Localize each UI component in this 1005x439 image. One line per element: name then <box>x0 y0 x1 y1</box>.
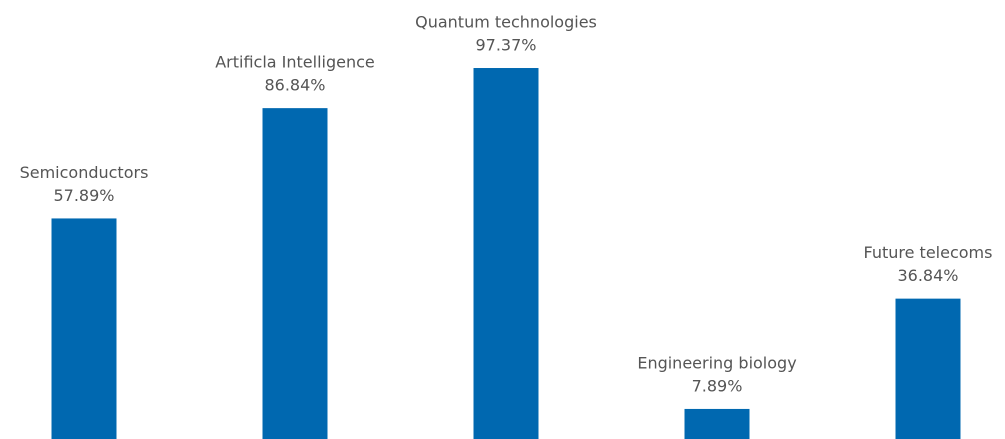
bar <box>684 408 750 439</box>
category-label: Quantum technologies <box>415 13 597 32</box>
category-label: Future telecoms <box>864 243 993 262</box>
bar <box>262 108 328 439</box>
value-label: 86.84% <box>264 76 325 95</box>
value-label: 97.37% <box>475 36 536 55</box>
category-label: Engineering biology <box>637 353 796 372</box>
bar <box>895 298 961 439</box>
category-label: Artificla Intelligence <box>215 53 375 72</box>
bar <box>51 218 117 439</box>
category-label: Semiconductors <box>20 163 149 182</box>
value-label: 7.89% <box>692 376 743 395</box>
value-label: 57.89% <box>53 186 114 205</box>
value-label: 36.84% <box>897 266 958 285</box>
bar <box>473 68 539 439</box>
